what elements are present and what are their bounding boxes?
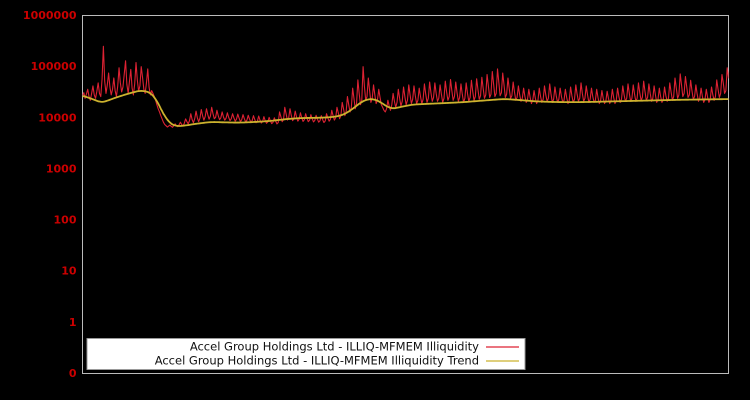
plot-area-frame	[82, 15, 729, 374]
y-tick-label: 1000	[46, 162, 77, 175]
legend-label: Accel Group Holdings Ltd - ILLIQ-MFMEM I…	[190, 340, 479, 354]
y-tick-label: 10	[61, 265, 77, 278]
y-tick-label: 0	[69, 367, 77, 380]
y-tick-label: 100000	[31, 60, 77, 73]
y-tick-label: 1000000	[23, 9, 77, 22]
series-line-illiquidity-trend	[82, 90, 729, 127]
legend-label: Accel Group Holdings Ltd - ILLIQ-MFMEM I…	[155, 354, 479, 368]
y-tick-label: 100	[54, 214, 77, 227]
legend: Accel Group Holdings Ltd - ILLIQ-MFMEM I…	[86, 338, 526, 370]
y-tick-label: 1	[69, 316, 77, 329]
y-tick-label: 10000	[38, 111, 77, 124]
series-group	[82, 45, 729, 128]
legend-box	[86, 338, 526, 370]
